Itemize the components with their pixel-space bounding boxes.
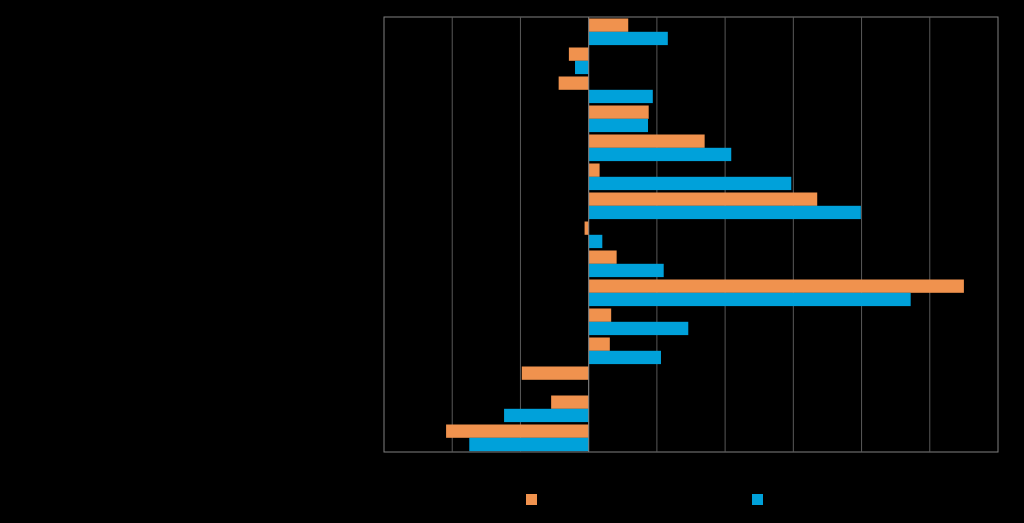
bar-series2-category-7 bbox=[588, 205, 861, 220]
bar-series2-category-6 bbox=[588, 176, 792, 191]
grid-lines bbox=[451, 17, 931, 452]
bar-series1-category-9 bbox=[588, 250, 617, 264]
bar-series1-category-4 bbox=[588, 105, 649, 119]
bar-series1-category-12 bbox=[588, 337, 610, 351]
bar-series1-category-1 bbox=[588, 18, 629, 32]
bars bbox=[446, 18, 964, 452]
legend-swatch-series2 bbox=[752, 494, 763, 505]
bar-series2-category-3 bbox=[588, 89, 653, 104]
bar-series2-category-4 bbox=[588, 118, 649, 133]
legend bbox=[526, 494, 763, 505]
bar-series2-category-2 bbox=[575, 60, 589, 75]
plot-frame bbox=[383, 16, 999, 453]
bar-series2-category-14 bbox=[504, 408, 589, 423]
bar-series1-category-10 bbox=[588, 279, 964, 293]
bar-series1-category-15 bbox=[446, 424, 589, 438]
bar-series1-category-14 bbox=[551, 395, 589, 409]
bar-series2-category-15 bbox=[469, 437, 589, 452]
bar-series2-category-1 bbox=[588, 31, 668, 46]
bar-series1-category-6 bbox=[588, 163, 600, 177]
bar-series2-category-10 bbox=[588, 292, 911, 307]
bar-series1-category-5 bbox=[588, 134, 705, 148]
bar-series1-category-3 bbox=[558, 76, 589, 90]
bar-series2-category-9 bbox=[588, 263, 664, 278]
bar-series2-category-5 bbox=[588, 147, 732, 162]
bar-series2-category-11 bbox=[588, 321, 689, 336]
legend-swatch-series1 bbox=[526, 494, 537, 505]
bar-series1-category-7 bbox=[588, 192, 818, 206]
bar-series1-category-11 bbox=[588, 308, 612, 322]
bar-series2-category-12 bbox=[588, 350, 661, 365]
bar-series1-category-13 bbox=[521, 366, 589, 380]
bar-series1-category-8 bbox=[584, 221, 589, 235]
bar-series1-category-2 bbox=[568, 47, 589, 61]
bar-series2-category-8 bbox=[588, 234, 603, 249]
